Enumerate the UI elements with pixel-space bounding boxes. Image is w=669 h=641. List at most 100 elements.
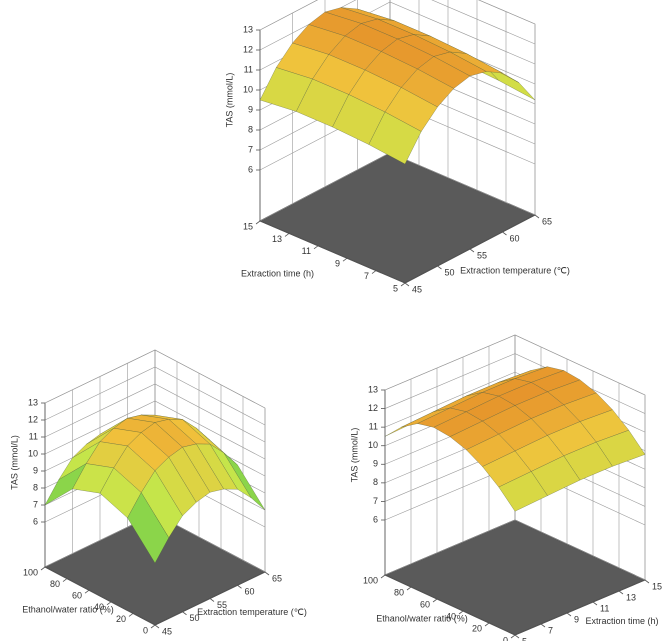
x-tick	[404, 282, 410, 287]
x-tick	[264, 571, 270, 576]
z-tick-label: 7	[33, 499, 38, 509]
x-tick-label: 60	[245, 587, 255, 597]
x-axis-label: Extraction time (h)	[585, 616, 658, 626]
x-tick	[469, 248, 475, 253]
y-tick	[150, 624, 156, 629]
x-tick-label: 55	[217, 600, 227, 610]
y-tick-label: 0	[143, 625, 148, 635]
surface-patch	[127, 492, 169, 564]
z-tick-label: 12	[368, 403, 378, 413]
z-tick-label: 6	[33, 516, 38, 526]
z-tick-label: 13	[368, 384, 378, 394]
x-tick-label: 11	[600, 603, 609, 613]
x-tick	[209, 598, 215, 602]
z-tick-label: 11	[29, 431, 38, 441]
z-axis-label: TAS (mmol/L)	[9, 435, 19, 490]
y-tick-label: 7	[364, 271, 369, 281]
y-tick	[84, 589, 90, 594]
y-tick	[128, 613, 134, 617]
z-tick-label: 7	[373, 496, 378, 506]
y-tick	[406, 586, 412, 591]
y-tick	[255, 220, 261, 225]
x-tick	[514, 634, 520, 639]
x-tick	[154, 624, 160, 629]
floor	[258, 152, 537, 284]
z-tick-label: 13	[243, 24, 253, 34]
x-tick-label: 65	[272, 573, 282, 583]
y-tick-label: 15	[243, 221, 253, 231]
y-tick	[380, 574, 386, 579]
z-grid-line	[259, 0, 536, 31]
y-axis-label: Ethanol/water ratio (%)	[22, 604, 114, 614]
y-axis-label: Extraction time (h)	[241, 268, 314, 278]
y-tick-label: 13	[272, 234, 282, 244]
z-axis-label: TAS (mmol/L)	[224, 73, 234, 128]
y-axis-label: Ethanol/water ratio (%)	[376, 613, 468, 623]
z-tick-label: 12	[28, 414, 38, 424]
x-tick-label: 13	[626, 592, 636, 602]
y-tick	[371, 270, 377, 274]
z-tick-label: 8	[33, 482, 38, 492]
y-tick	[106, 601, 112, 606]
y-tick-label: 60	[72, 591, 82, 601]
z-tick-label: 8	[373, 477, 378, 487]
x-tick-label: 7	[548, 625, 553, 635]
x-tick	[566, 612, 572, 617]
z-tick-label: 10	[368, 440, 378, 450]
y-tick	[342, 257, 348, 262]
y-tick	[284, 233, 290, 237]
z-axis-label: TAS (mmol/L)	[349, 428, 359, 483]
y-tick-label: 40	[94, 602, 104, 612]
x-tick-label: 65	[542, 216, 552, 226]
x-tick	[618, 590, 624, 595]
floor-edge	[259, 214, 536, 284]
x-tick-label: 50	[445, 267, 455, 277]
x-tick	[592, 601, 598, 606]
z-tick-label: 10	[243, 84, 253, 94]
x-tick-label: 5	[522, 636, 527, 641]
z-tick-label: 11	[244, 64, 253, 74]
y-tick-label: 80	[50, 579, 60, 589]
x-tick-label: 55	[477, 250, 487, 260]
y-tick	[484, 622, 490, 627]
floor-edge	[44, 566, 266, 626]
y-tick-label: 20	[116, 614, 126, 624]
z-tick-label: 10	[28, 448, 38, 458]
x-axis-label: Extraction temperature (℃)	[460, 265, 570, 275]
z-tick-label: 9	[373, 459, 378, 469]
x-tick	[182, 611, 187, 616]
z-tick-label: 6	[373, 514, 378, 524]
x-tick-label: 45	[162, 626, 172, 636]
z-tick-label: 13	[28, 397, 38, 407]
y-tick-label: 100	[363, 575, 378, 585]
y-tick-label: 80	[394, 587, 404, 597]
x-axis-label: Extraction temperature (℃)	[197, 607, 307, 617]
x-tick-label: 15	[652, 581, 662, 591]
z-tick-label: 9	[33, 465, 38, 475]
y-tick-label: 100	[23, 567, 38, 577]
z-tick-label: 12	[243, 44, 253, 54]
x-tick	[502, 231, 507, 236]
x-tick	[644, 579, 650, 584]
x-tick-label: 50	[190, 613, 200, 623]
x-tick	[540, 623, 546, 628]
y-tick	[62, 578, 68, 582]
surface-plot: 6 7 8 9 10 11 12 13 45 50 55 60 65 5 7 9 11 13 15 Extractio…	[224, 0, 570, 294]
x-tick	[437, 265, 442, 270]
y-tick	[400, 282, 406, 287]
z-tick-label: 6	[248, 164, 253, 174]
y-tick	[458, 610, 464, 615]
x-tick	[534, 214, 540, 219]
x-tick	[237, 584, 242, 589]
z-grid-line	[259, 0, 536, 51]
surface-patch	[368, 111, 422, 165]
y-tick	[313, 245, 319, 250]
z-tick-label: 11	[369, 422, 378, 432]
y-tick-label: 40	[446, 611, 456, 621]
z-tick-label: 7	[248, 144, 253, 154]
x-tick-label: 45	[412, 284, 422, 294]
surface-plot: 6 7 8 9 10 11 12 13 5 7 9 11 13 15 0 20 40 60 80 100 Extract…	[349, 334, 662, 641]
x-tick-label: 60	[510, 233, 520, 243]
y-tick-label: 20	[472, 623, 482, 633]
